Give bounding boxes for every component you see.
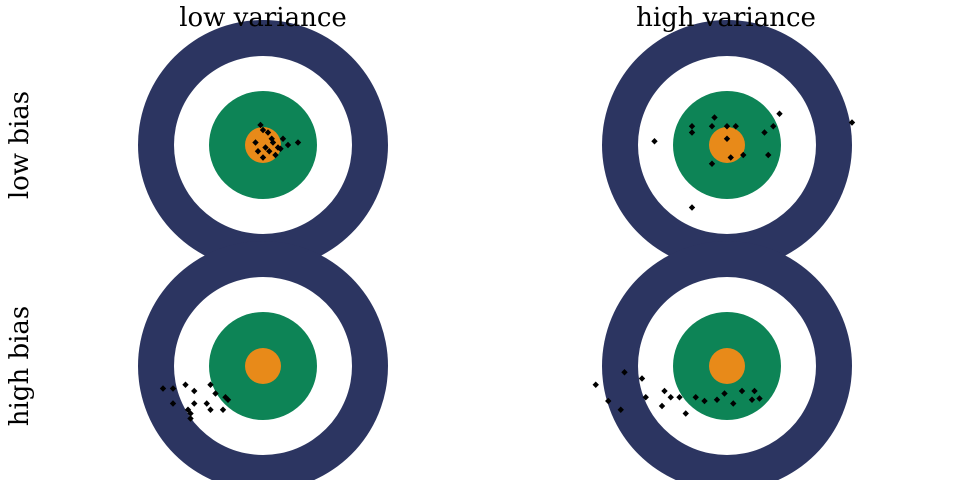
shot-marker (688, 204, 696, 211)
shot-marker (203, 400, 210, 407)
shot-marker (770, 123, 777, 130)
shots-group (592, 369, 763, 417)
shot-marker (765, 151, 772, 159)
shot-marker (708, 123, 716, 130)
shot-marker (274, 144, 282, 151)
shot-marker (727, 154, 734, 161)
target-high-bias-high-variance (592, 241, 852, 480)
bullseye (709, 348, 745, 384)
shot-marker (294, 139, 302, 146)
shot-marker (748, 396, 756, 403)
shot-marker (848, 119, 856, 126)
shot-marker (259, 154, 267, 161)
shot-marker (738, 387, 746, 395)
shot-marker (224, 396, 232, 403)
shot-marker (277, 145, 284, 152)
shot-marker (254, 148, 262, 155)
shot-marker (776, 110, 783, 117)
shot-marker (284, 141, 292, 149)
shot-marker (667, 394, 674, 401)
shot-marker (688, 129, 696, 136)
shot-marker (159, 385, 167, 392)
shot-marker (259, 126, 267, 134)
shot-marker (272, 151, 279, 159)
shot-marker (658, 402, 666, 410)
shot-marker (191, 387, 198, 395)
shot-marker (187, 410, 194, 417)
shot-marker (721, 390, 728, 397)
shot-marker (621, 369, 628, 376)
shot-marker (269, 139, 277, 146)
shot-marker (661, 387, 668, 395)
shot-marker (651, 138, 658, 145)
shot-marker (279, 135, 287, 142)
shot-marker (207, 381, 214, 388)
target-low-bias-low-variance (138, 20, 388, 270)
shot-marker (642, 394, 649, 401)
shot-marker (692, 394, 699, 401)
shot-marker (761, 129, 768, 136)
shot-marker (266, 148, 273, 155)
shot-marker (711, 114, 718, 121)
bullseye (245, 348, 281, 384)
shot-marker (268, 135, 275, 142)
column-title-high-variance: high variance (636, 3, 816, 33)
shot-marker (740, 151, 747, 159)
shot-marker (257, 121, 264, 129)
shots-group (651, 110, 856, 211)
shot-marker (688, 123, 696, 130)
shot-marker (169, 385, 177, 392)
shot-marker (212, 390, 219, 397)
shot-marker (638, 375, 646, 382)
shot-marker (184, 406, 192, 413)
shot-marker (592, 381, 599, 388)
shots-group (252, 121, 302, 161)
target-low-bias-high-variance (602, 20, 856, 270)
shot-marker (207, 406, 214, 413)
target-high-bias-low-variance (138, 241, 388, 480)
shots-group (159, 381, 232, 422)
bullseye (709, 127, 745, 163)
column-title-low-variance: low variance (179, 3, 347, 33)
shot-marker (713, 396, 721, 403)
shot-marker (222, 394, 229, 401)
shot-marker (751, 387, 758, 395)
shot-marker (617, 406, 624, 413)
shot-marker (264, 129, 272, 136)
shot-marker (191, 400, 198, 407)
shot-marker (187, 415, 194, 422)
shot-marker (682, 410, 689, 417)
shot-marker (732, 123, 739, 130)
row-label-low-bias: low bias (5, 90, 35, 200)
shot-marker (723, 135, 731, 142)
shot-marker (701, 397, 708, 405)
shot-marker (182, 381, 189, 388)
shot-marker (723, 123, 731, 130)
row-label-high-bias: high bias (5, 305, 35, 427)
shot-marker (756, 395, 763, 402)
shot-marker (676, 394, 683, 401)
shot-marker (169, 400, 177, 407)
shot-marker (262, 144, 269, 151)
shot-marker (252, 139, 259, 146)
shot-marker (730, 400, 737, 407)
shot-marker (605, 397, 612, 405)
shot-marker (219, 406, 227, 413)
shot-marker (708, 160, 716, 167)
